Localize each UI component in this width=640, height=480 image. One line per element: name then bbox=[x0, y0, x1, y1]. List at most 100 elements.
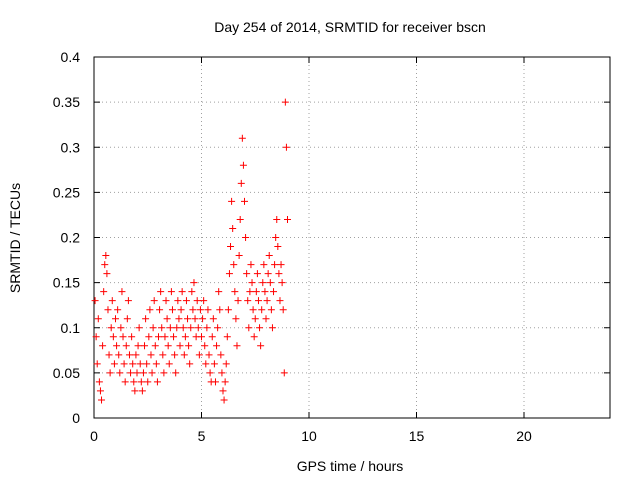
data-point bbox=[266, 279, 274, 287]
data-point bbox=[176, 342, 184, 350]
data-point bbox=[235, 252, 243, 260]
data-point bbox=[101, 261, 109, 269]
data-point bbox=[179, 324, 187, 332]
data-point bbox=[193, 297, 201, 305]
data-point bbox=[199, 315, 207, 323]
data-point bbox=[225, 270, 233, 278]
data-point bbox=[105, 351, 113, 359]
data-point bbox=[131, 387, 139, 395]
data-point bbox=[277, 261, 285, 269]
y-tick-label: 0.3 bbox=[61, 139, 81, 155]
data-point bbox=[232, 315, 240, 323]
data-point bbox=[96, 387, 104, 395]
data-point bbox=[227, 243, 235, 251]
data-point bbox=[144, 378, 152, 386]
data-point bbox=[168, 306, 176, 314]
data-point bbox=[118, 288, 126, 296]
data-point bbox=[133, 369, 141, 377]
data-point bbox=[233, 342, 241, 350]
x-tick-label: 5 bbox=[198, 428, 206, 444]
data-point bbox=[155, 333, 162, 341]
data-point bbox=[264, 270, 272, 278]
data-point bbox=[98, 396, 106, 404]
data-point bbox=[214, 324, 222, 332]
data-point bbox=[189, 306, 197, 314]
data-point bbox=[257, 342, 265, 350]
data-point bbox=[104, 306, 112, 314]
data-point bbox=[265, 252, 273, 260]
data-points bbox=[91, 98, 291, 404]
data-point bbox=[157, 288, 165, 296]
data-point bbox=[282, 143, 290, 151]
data-point bbox=[262, 315, 270, 323]
data-point bbox=[103, 270, 111, 278]
data-point bbox=[241, 197, 248, 205]
x-tick-label: 0 bbox=[90, 428, 98, 444]
data-point bbox=[185, 342, 193, 350]
data-point bbox=[94, 315, 102, 323]
data-point bbox=[170, 333, 178, 341]
data-point bbox=[143, 360, 151, 368]
data-point bbox=[175, 315, 183, 323]
data-point bbox=[148, 369, 156, 377]
data-point bbox=[204, 306, 212, 314]
data-point bbox=[237, 179, 245, 187]
data-point bbox=[164, 342, 172, 350]
data-point bbox=[130, 378, 138, 386]
data-point bbox=[114, 306, 122, 314]
data-point bbox=[218, 369, 226, 377]
data-point bbox=[150, 297, 158, 305]
data-point bbox=[186, 360, 194, 368]
data-point bbox=[112, 315, 119, 323]
data-point bbox=[117, 324, 125, 332]
data-point bbox=[151, 342, 159, 350]
data-point bbox=[243, 270, 251, 278]
data-point bbox=[281, 98, 289, 106]
data-point bbox=[250, 333, 258, 341]
data-point bbox=[258, 306, 266, 314]
data-point bbox=[271, 261, 279, 269]
data-point bbox=[132, 351, 140, 359]
data-point bbox=[109, 333, 117, 341]
data-point bbox=[270, 288, 278, 296]
data-point bbox=[211, 378, 219, 386]
data-point bbox=[91, 297, 99, 305]
data-point bbox=[215, 288, 223, 296]
data-point bbox=[219, 387, 227, 395]
data-point bbox=[198, 333, 205, 341]
data-point bbox=[208, 333, 216, 341]
data-point bbox=[137, 378, 145, 386]
data-point bbox=[279, 306, 287, 314]
axis-ticks: 0 5 10 15 20 0 0.05 0.1 0.15 0.2 0.25 0.3 0.35 0.4 bbox=[53, 49, 610, 444]
data-point bbox=[217, 351, 225, 359]
data-point bbox=[147, 351, 155, 359]
data-point bbox=[284, 215, 291, 223]
data-point bbox=[245, 324, 253, 332]
x-axis-label: GPS time / hours bbox=[297, 458, 404, 474]
y-tick-label: 0.05 bbox=[53, 365, 80, 381]
data-point bbox=[223, 333, 231, 341]
data-point bbox=[205, 351, 213, 359]
data-point bbox=[152, 360, 160, 368]
data-point bbox=[122, 342, 130, 350]
data-point bbox=[224, 306, 232, 314]
data-point bbox=[162, 297, 170, 305]
data-point bbox=[108, 297, 116, 305]
y-tick-label: 0.4 bbox=[61, 49, 81, 65]
data-point bbox=[195, 351, 203, 359]
data-point bbox=[259, 279, 267, 287]
data-point bbox=[174, 297, 182, 305]
data-point bbox=[188, 288, 196, 296]
data-point bbox=[248, 279, 256, 287]
x-tick-label: 20 bbox=[516, 428, 532, 444]
data-point bbox=[191, 315, 199, 323]
y-tick-label: 0.25 bbox=[53, 184, 80, 200]
data-point bbox=[234, 297, 242, 305]
data-point bbox=[178, 288, 186, 296]
x-tick-label: 10 bbox=[301, 428, 317, 444]
data-point bbox=[159, 351, 167, 359]
data-point bbox=[275, 270, 283, 278]
data-point bbox=[166, 324, 174, 332]
data-point bbox=[247, 261, 255, 269]
data-point bbox=[92, 333, 100, 341]
